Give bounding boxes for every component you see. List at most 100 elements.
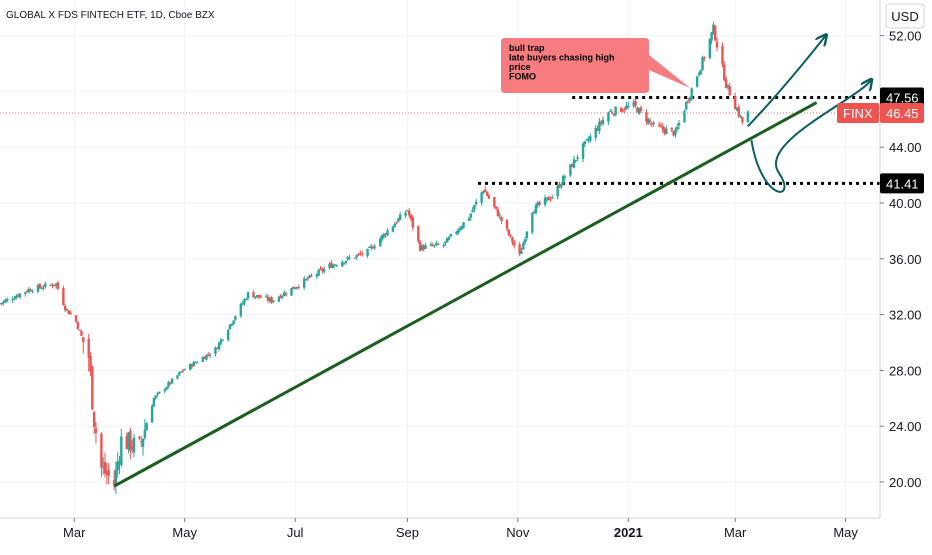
candle-body xyxy=(601,119,605,125)
time-tick-label[interactable]: May xyxy=(172,525,197,540)
candle-body xyxy=(65,309,69,311)
candle-body xyxy=(444,241,447,244)
candle-body xyxy=(38,284,42,288)
candle-body xyxy=(353,257,357,259)
callout-box[interactable] xyxy=(501,38,690,93)
candle-body xyxy=(663,128,666,133)
price-tick-label[interactable]: 32.00 xyxy=(889,308,922,323)
candle-body xyxy=(335,265,338,267)
level-tag-value: 47.56 xyxy=(886,91,919,106)
candle-body xyxy=(623,109,626,111)
time-tick-label[interactable]: Mar xyxy=(63,525,86,540)
candle-body xyxy=(31,291,34,293)
candle-body xyxy=(2,301,5,304)
candle-body xyxy=(266,296,270,301)
candle-body xyxy=(6,299,9,301)
candle-body xyxy=(310,275,313,277)
candle-body xyxy=(94,428,98,433)
candle-body xyxy=(570,164,574,167)
candle-body xyxy=(469,213,472,218)
candle-body xyxy=(614,106,617,116)
candle-body xyxy=(563,176,567,178)
candle-body xyxy=(431,245,434,247)
time-tick-label[interactable]: Nov xyxy=(506,525,530,540)
symbol-tag-name: FINX xyxy=(843,106,873,121)
candle-body xyxy=(652,122,655,125)
candle-body xyxy=(284,293,288,295)
candle-body xyxy=(24,292,27,295)
candle-body xyxy=(129,430,132,451)
candle-body xyxy=(346,257,349,260)
candle-body xyxy=(621,110,625,112)
projection-arrow[interactable] xyxy=(747,36,826,127)
candle-body xyxy=(196,362,199,364)
level-tag-bg xyxy=(880,173,924,194)
candle-body xyxy=(194,362,197,364)
candle-body xyxy=(217,342,221,350)
price-tick-label[interactable]: 52.00 xyxy=(889,29,922,44)
candle-body xyxy=(118,460,121,464)
candle-body xyxy=(330,262,333,268)
candle-body xyxy=(13,298,16,300)
candle-body xyxy=(317,269,320,276)
candle-body xyxy=(219,339,223,344)
symbol-tag-name-bg xyxy=(837,103,879,124)
time-scale[interactable]: Mar May Jul Sep Nov 2021 Mar May xyxy=(63,518,858,540)
projection-arrows[interactable] xyxy=(747,36,871,193)
candle-body xyxy=(321,268,324,272)
candle-body xyxy=(379,238,382,247)
candle-body xyxy=(27,288,31,293)
candle-body xyxy=(397,218,400,222)
candle-body xyxy=(355,254,358,258)
candle-body xyxy=(0,302,4,304)
price-tick-label[interactable]: 36.00 xyxy=(889,252,922,267)
candle-body xyxy=(208,354,212,356)
candle-body xyxy=(612,113,616,115)
price-tick-label[interactable]: 24.00 xyxy=(889,419,922,434)
candle-body xyxy=(685,101,688,110)
candle-body xyxy=(424,245,427,249)
candle-body xyxy=(701,57,704,70)
currency-button[interactable]: USD xyxy=(885,3,925,29)
candle-body xyxy=(393,223,396,228)
time-tick-label[interactable]: Mar xyxy=(724,525,747,540)
candle-body xyxy=(534,204,538,214)
candle-body xyxy=(257,294,261,298)
candle-body xyxy=(556,185,559,197)
time-tick-label[interactable]: Jul xyxy=(287,525,304,540)
candle-body xyxy=(344,260,348,264)
candle-body xyxy=(560,184,563,188)
time-tick-label[interactable]: May xyxy=(833,525,858,540)
candle-body xyxy=(333,264,337,266)
time-tick-label[interactable]: 2021 xyxy=(614,525,643,540)
candle-body xyxy=(735,108,739,111)
candle-body xyxy=(203,357,206,359)
candle-body xyxy=(246,292,250,299)
candle-body xyxy=(116,461,119,471)
callout-line: price xyxy=(509,62,531,72)
candle-body xyxy=(686,101,690,103)
candle-body xyxy=(306,278,310,280)
candle-body xyxy=(583,141,587,144)
price-tick-label[interactable]: 44.00 xyxy=(889,140,922,155)
candle-body xyxy=(632,101,635,107)
candle-body xyxy=(429,244,433,246)
candle-body xyxy=(418,241,422,251)
projection-arrow[interactable] xyxy=(750,80,871,193)
candle-body xyxy=(518,244,521,254)
candle-body xyxy=(342,263,346,265)
support-trendline[interactable] xyxy=(113,101,818,488)
candle-body xyxy=(708,38,711,58)
time-tick-label[interactable]: Sep xyxy=(396,525,419,540)
candle-body xyxy=(92,411,96,427)
price-tick-label[interactable]: 28.00 xyxy=(889,363,922,378)
price-tick-label[interactable]: 40.00 xyxy=(889,196,922,211)
price-tick-label[interactable]: 20.00 xyxy=(889,475,922,490)
trendline-layer[interactable] xyxy=(113,101,818,488)
candle-body xyxy=(67,310,71,315)
candle-body xyxy=(69,313,72,315)
candle-body xyxy=(547,196,550,201)
